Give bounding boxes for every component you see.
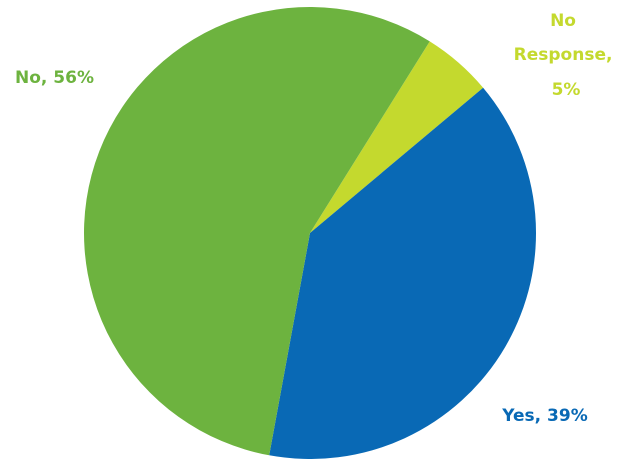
label-no-response-line-2: Response, [514, 45, 613, 65]
pie-slice-yes [269, 87, 536, 459]
label-yes: Yes, 39% [501, 406, 587, 426]
label-no-response-line-1: No [550, 11, 576, 31]
label-no: No, 56% [15, 68, 94, 88]
label-no-response: No Response, 5% [514, 11, 619, 100]
pie-slice-no [84, 7, 430, 456]
label-no-response-line-3: 5% [552, 80, 581, 100]
pie-slice-no-response [310, 41, 484, 234]
pie-slices [84, 7, 536, 459]
